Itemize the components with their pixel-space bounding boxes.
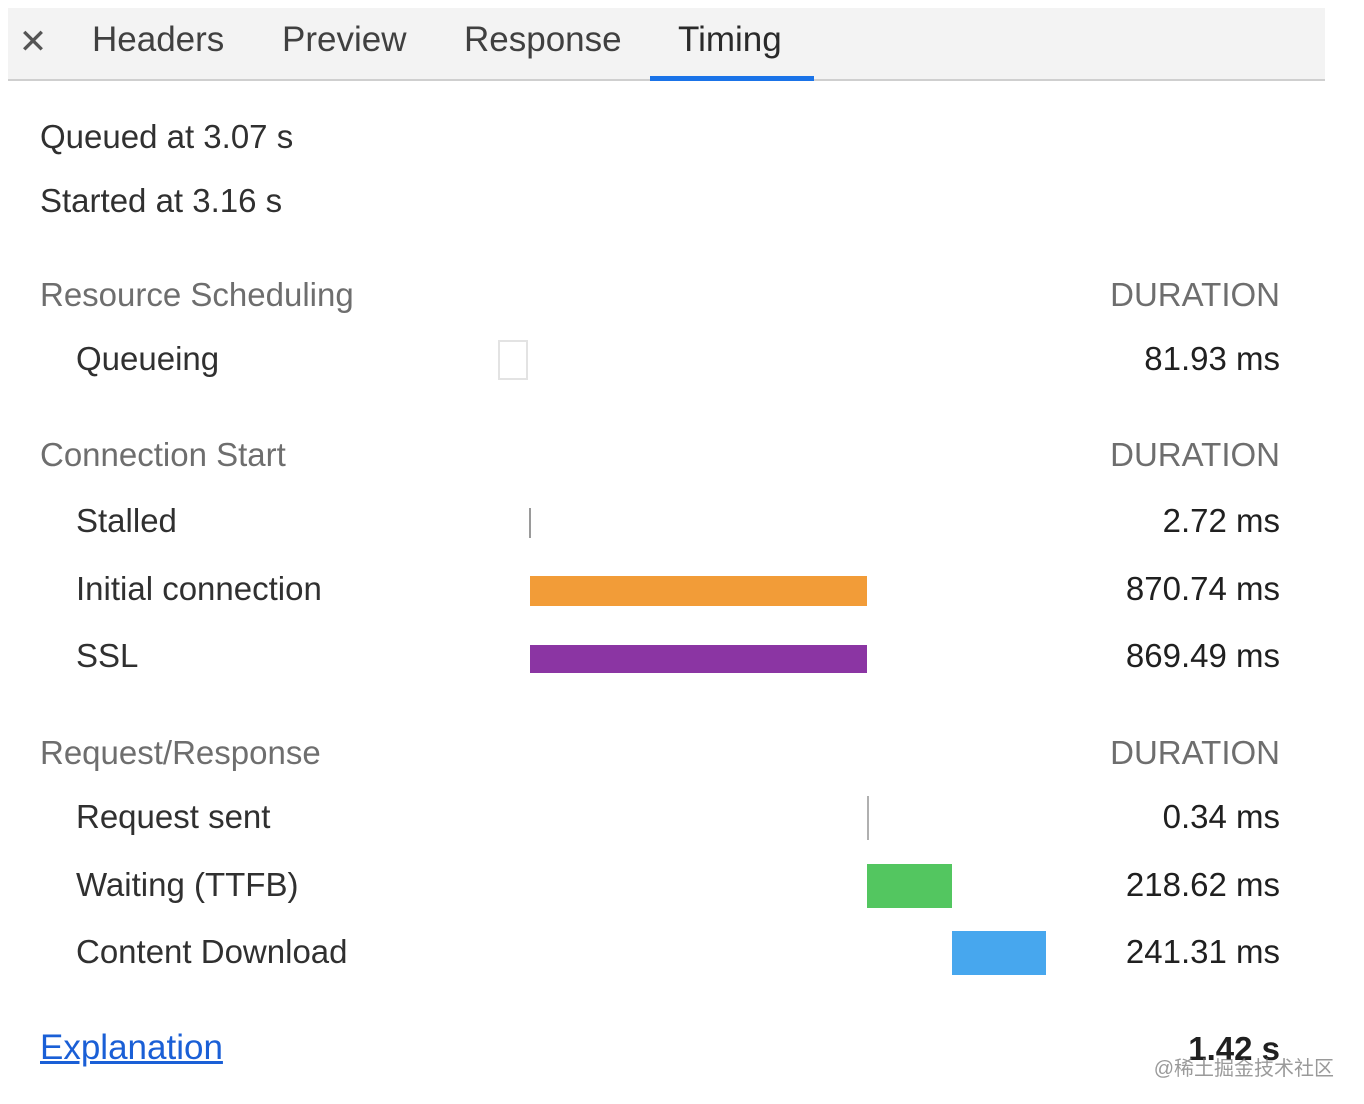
duration-header: DURATION bbox=[1110, 276, 1280, 313]
row-value-queueing: 81.93 ms bbox=[1144, 340, 1280, 377]
queued-at-text: Queued at 3.07 s bbox=[40, 118, 294, 155]
tab-bar: ✕ Headers Preview Response Timing bbox=[8, 8, 1325, 81]
active-tab-indicator bbox=[650, 76, 814, 81]
timing-bar-content-download bbox=[952, 931, 1046, 975]
started-at-text: Started at 3.16 s bbox=[40, 182, 283, 219]
tab-preview[interactable]: Preview bbox=[282, 20, 407, 59]
section-title-request-response: Request/Response bbox=[40, 734, 321, 771]
row-label-ssl: SSL bbox=[76, 637, 139, 674]
row-label-initial-connection: Initial connection bbox=[76, 570, 322, 607]
tab-response[interactable]: Response bbox=[464, 20, 622, 59]
row-label-queueing: Queueing bbox=[76, 340, 220, 377]
total-duration: 1.42 s bbox=[1188, 1030, 1280, 1067]
row-value-request-sent: 0.34 ms bbox=[1162, 798, 1280, 835]
row-value-waiting-ttfb: 218.62 ms bbox=[1125, 866, 1280, 903]
row-label-content-download: Content Download bbox=[76, 933, 348, 970]
row-value-ssl: 869.49 ms bbox=[1125, 637, 1280, 674]
close-icon[interactable]: ✕ bbox=[18, 23, 48, 61]
explanation-link[interactable]: Explanation bbox=[40, 1028, 223, 1067]
row-label-waiting-ttfb: Waiting (TTFB) bbox=[76, 866, 299, 903]
row-value-initial-connection: 870.74 ms bbox=[1125, 570, 1280, 607]
timing-bar-queueing bbox=[498, 340, 528, 380]
section-title-connection-start: Connection Start bbox=[40, 436, 286, 473]
duration-header: DURATION bbox=[1110, 734, 1280, 771]
row-value-content-download: 241.31 ms bbox=[1125, 933, 1280, 970]
tab-timing[interactable]: Timing bbox=[678, 20, 782, 59]
row-label-stalled: Stalled bbox=[76, 502, 177, 539]
timing-bar-initial-connection bbox=[530, 576, 867, 606]
section-title-resource-scheduling: Resource Scheduling bbox=[40, 276, 354, 313]
row-value-stalled: 2.72 ms bbox=[1162, 502, 1280, 539]
tab-headers[interactable]: Headers bbox=[92, 20, 225, 59]
duration-header: DURATION bbox=[1110, 436, 1280, 473]
timing-bar-request-sent bbox=[867, 796, 869, 840]
timing-bar-stalled bbox=[529, 508, 531, 538]
watermark-text: @稀土掘金技术社区 bbox=[1153, 1058, 1334, 1080]
timing-bar-ssl bbox=[530, 645, 867, 673]
timing-bar-waiting-ttfb bbox=[867, 864, 952, 908]
row-label-request-sent: Request sent bbox=[76, 798, 271, 835]
